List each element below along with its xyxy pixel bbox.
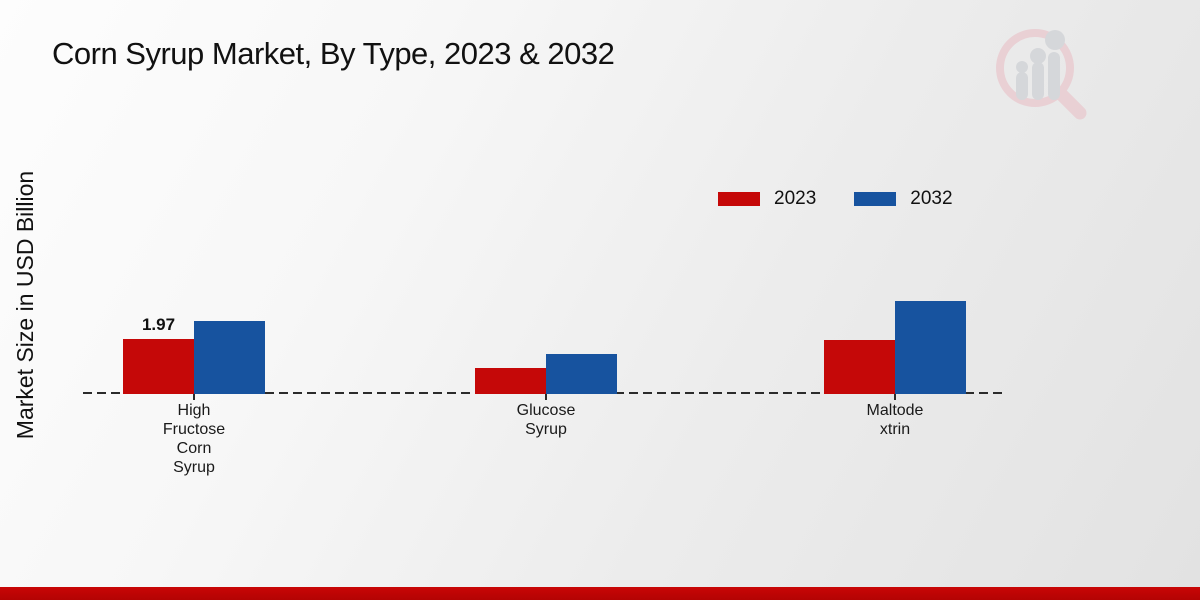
legend-label-2032: 2032 bbox=[910, 188, 953, 209]
bar-2023-glucose-syrup bbox=[475, 368, 546, 394]
x-axis-tick bbox=[193, 394, 195, 400]
legend-item-2032: 2032 bbox=[854, 188, 953, 210]
legend-swatch-2032-icon bbox=[854, 192, 897, 206]
bar-2023-maltodextrin bbox=[824, 340, 895, 394]
bar-2023-high-fructose-corn-syrup bbox=[123, 339, 194, 394]
bar-chart-magnifier-logo-icon bbox=[996, 29, 1087, 120]
bar-2032-glucose-syrup bbox=[546, 354, 617, 394]
x-axis-tick bbox=[894, 394, 896, 400]
legend: 2023 2032 bbox=[718, 188, 953, 210]
value-label: 1.97 bbox=[141, 315, 176, 334]
legend-label-2023: 2023 bbox=[774, 188, 817, 209]
x-axis-label-high-fructose-corn-syrup: High Fructose Corn Syrup bbox=[162, 402, 226, 476]
bar-2032-maltodextrin bbox=[895, 301, 966, 394]
x-axis-tick bbox=[545, 394, 547, 400]
legend-swatch-2023-icon bbox=[718, 192, 760, 206]
footer-accent-bar bbox=[0, 587, 1200, 600]
x-axis-label-maltodextrin: Maltode xtrin bbox=[866, 402, 924, 438]
chart-title: Corn Syrup Market, By Type, 2023 & 2032 bbox=[52, 36, 615, 71]
x-axis-label-glucose-syrup: Glucose Syrup bbox=[516, 402, 576, 438]
legend-item-2023: 2023 bbox=[718, 188, 816, 210]
bar-2032-high-fructose-corn-syrup bbox=[194, 321, 265, 394]
